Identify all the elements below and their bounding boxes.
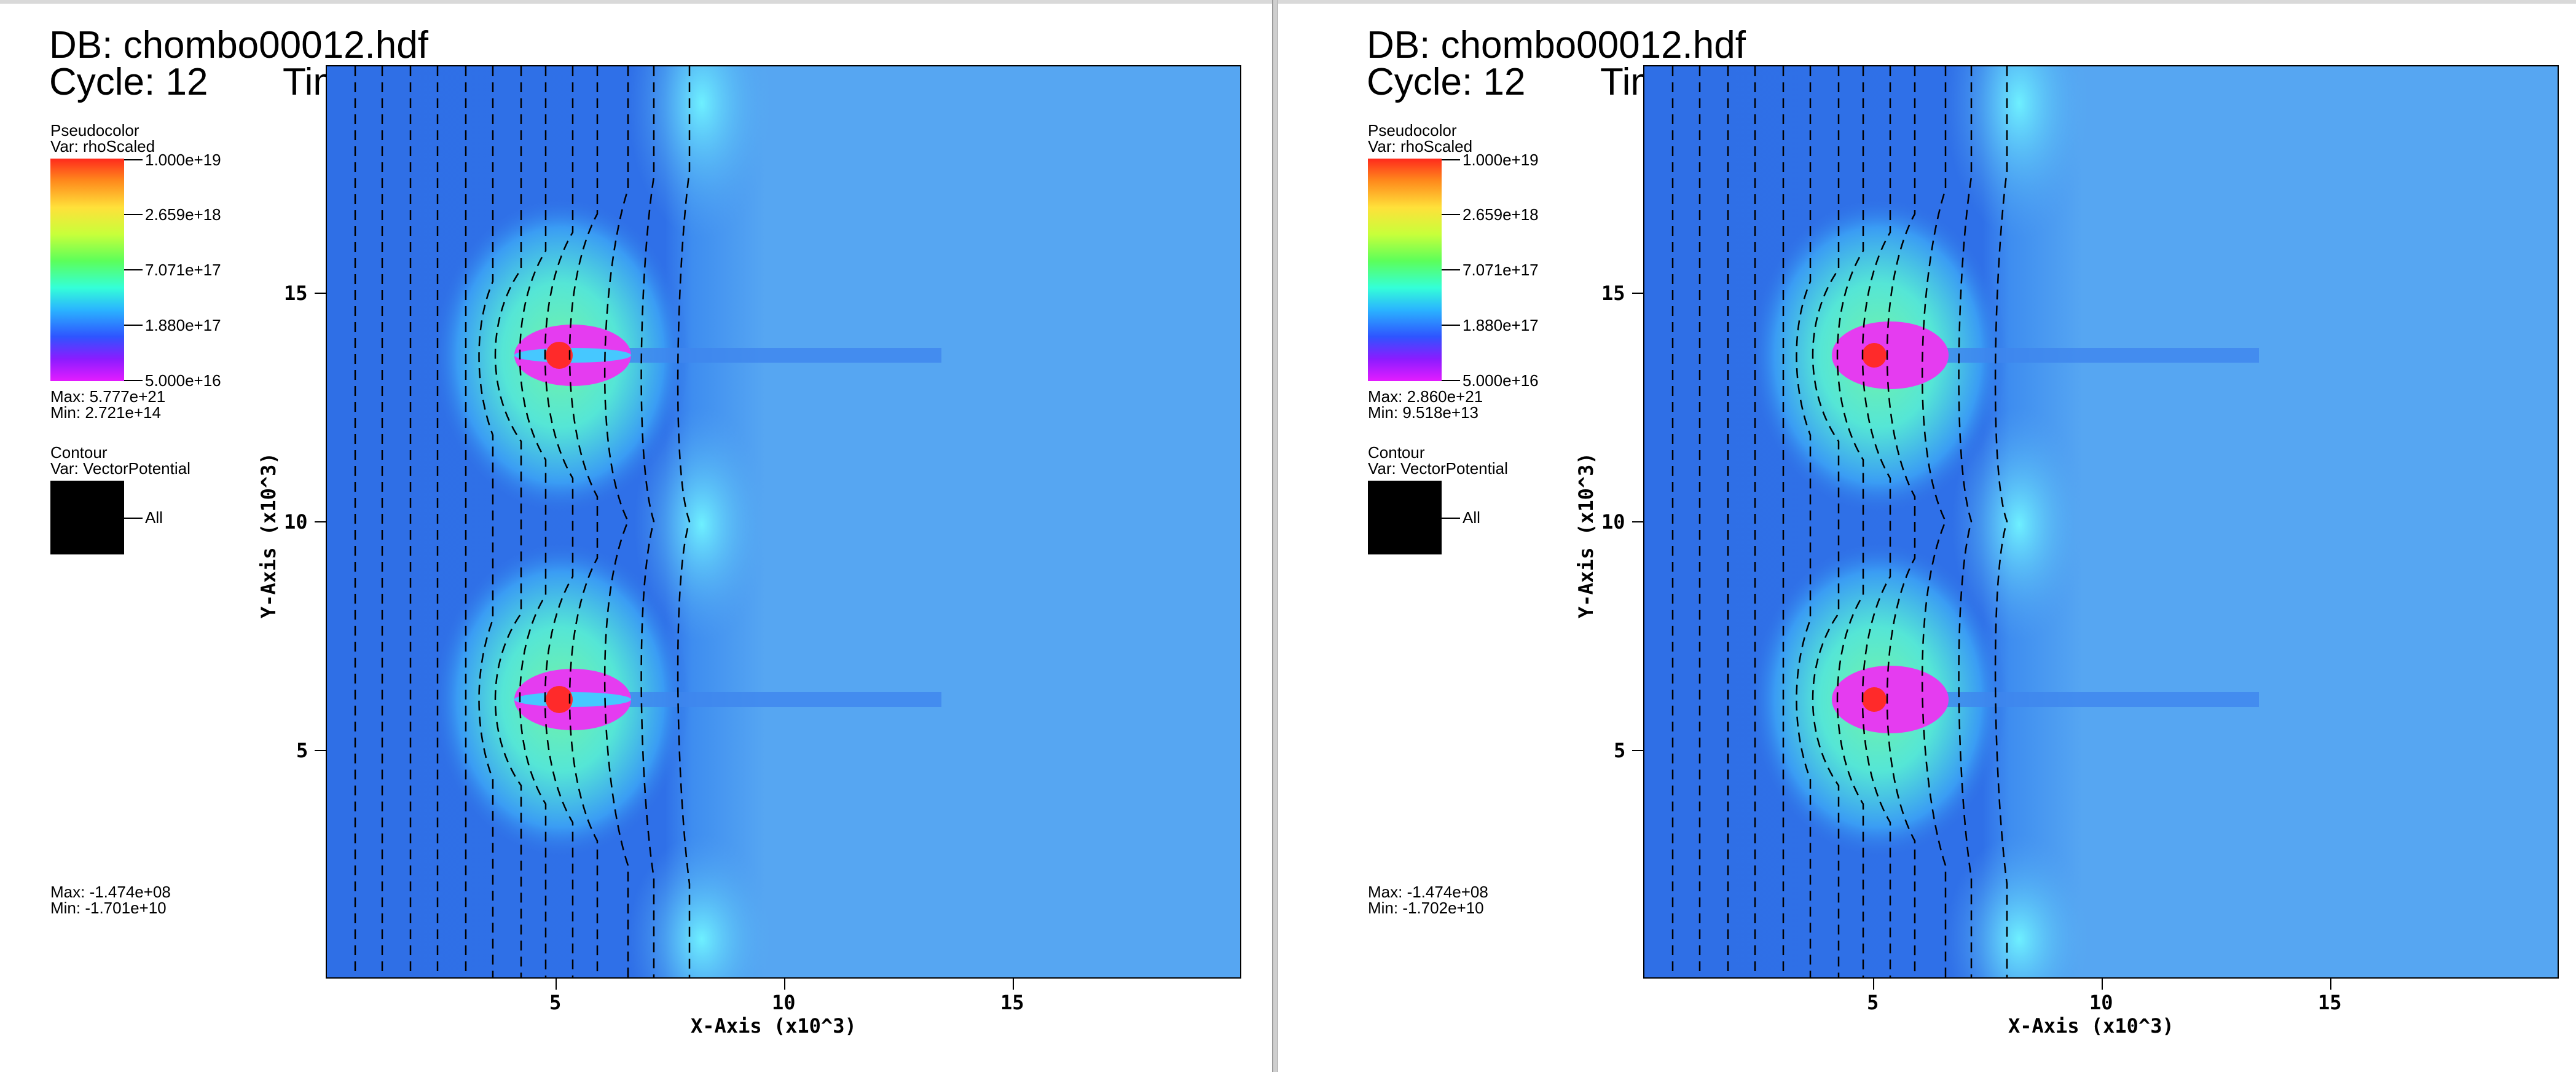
colorbar-tick <box>124 380 143 381</box>
x-axis-tick <box>2330 979 2331 990</box>
database-label: DB: chombo00012.hdf <box>49 24 428 66</box>
plot-area[interactable] <box>326 65 1241 979</box>
x-tick-label: 5 <box>1867 991 1879 1014</box>
x-axis-tick <box>784 979 785 990</box>
contour-legend-tick <box>1442 518 1460 519</box>
y-tick-label: 5 <box>1614 739 1626 762</box>
y-axis-tick <box>315 750 326 751</box>
colorbar-tick <box>1442 380 1460 381</box>
pseudocolor-field-plot <box>327 66 1240 977</box>
y-axis-tick <box>315 521 326 522</box>
colorbar-tick <box>124 159 143 160</box>
contour-var-label: Var: VectorPotential <box>1368 459 1508 478</box>
plot-area[interactable] <box>1643 65 2559 979</box>
colorbar-tick <box>1442 214 1460 215</box>
visualization-panel-left[interactable]: DB: chombo00012.hdf Cycle: 12 Time:9.6 P… <box>0 4 1272 1072</box>
colorbar-tick-label: 2.659e+18 <box>1463 205 1539 224</box>
colorbar-tick-label: 1.000e+19 <box>1463 151 1539 169</box>
colorbar-tick <box>124 269 143 270</box>
colorbar-tick-label: 7.071e+17 <box>145 261 221 279</box>
pseudocolor-legend-title: Pseudocolor <box>50 121 139 140</box>
pseudocolor-min: Min: 2.721e+14 <box>50 403 161 422</box>
y-axis-title: Y-Axis (x10^3) <box>1574 452 1598 618</box>
pseudocolor-max: Max: 5.777e+21 <box>50 387 166 406</box>
contour-var-label: Var: VectorPotential <box>50 459 190 478</box>
pseudocolor-legend-title: Pseudocolor <box>1368 121 1457 140</box>
contour-legend-swatch <box>50 481 124 554</box>
colorbar-tick-label: 7.071e+17 <box>1463 261 1539 279</box>
x-axis-tick <box>556 979 557 990</box>
x-axis-tick <box>1013 979 1014 990</box>
contour-legend-tick <box>124 518 143 519</box>
x-tick-label: 15 <box>2318 991 2342 1014</box>
y-axis-tick <box>315 293 326 294</box>
x-tick-label: 10 <box>2089 991 2113 1014</box>
window-top-bar <box>0 0 2576 4</box>
x-tick-label: 15 <box>1000 991 1024 1014</box>
colorbar-tick-label: 5.000e+16 <box>1463 371 1539 390</box>
contour-min: Min: -1.702e+10 <box>1368 899 1484 917</box>
contour-max: Max: -1.474e+08 <box>1368 883 1488 901</box>
y-tick-label: 15 <box>1601 282 1625 305</box>
colorbar-tick-label: 1.000e+19 <box>145 151 221 169</box>
pseudocolor-max: Max: 2.860e+21 <box>1368 387 1483 406</box>
y-tick-label: 10 <box>284 510 308 534</box>
colorbar-tick <box>1442 269 1460 270</box>
contour-legend-title: Contour <box>50 443 108 462</box>
colorbar-tick-label: 1.880e+17 <box>1463 316 1539 334</box>
contour-min: Min: -1.701e+10 <box>50 899 167 917</box>
colorbar-tick <box>124 214 143 215</box>
contour-legend-label: All <box>1463 508 1480 527</box>
colorbar-tick <box>124 325 143 326</box>
colorbar-tick <box>1442 159 1460 160</box>
cycle-label: Cycle: 12 <box>1367 61 1526 103</box>
contour-max: Max: -1.474e+08 <box>50 883 171 901</box>
pseudocolor-var-label: Var: rhoScaled <box>1368 137 1473 156</box>
x-tick-label: 10 <box>772 991 796 1014</box>
colorbar-tick-label: 1.880e+17 <box>145 316 221 334</box>
y-axis-tick <box>1632 750 1643 751</box>
visualization-panel-right[interactable]: DB: chombo00012.hdf Cycle: 12 Time:9.6 P… <box>1278 4 2576 1072</box>
contour-legend-swatch <box>1368 481 1442 554</box>
y-axis-tick <box>1632 293 1643 294</box>
x-axis-title: X-Axis (x10^3) <box>691 1014 857 1038</box>
cycle-label: Cycle: 12 <box>49 61 208 103</box>
x-axis-title: X-Axis (x10^3) <box>2008 1014 2174 1038</box>
colorbar-tick-label: 2.659e+18 <box>145 205 221 224</box>
contour-legend-title: Contour <box>1368 443 1425 462</box>
pseudocolor-var-label: Var: rhoScaled <box>50 137 155 156</box>
y-tick-label: 15 <box>284 282 308 305</box>
pseudocolor-colorbar <box>1368 159 1442 381</box>
x-axis-tick <box>1873 979 1874 990</box>
x-axis-tick <box>2102 979 2103 990</box>
pseudocolor-colorbar <box>50 159 124 381</box>
panel-divider[interactable] <box>1272 0 1278 1072</box>
y-tick-label: 5 <box>296 739 308 762</box>
pseudocolor-field-plot <box>1644 66 2558 977</box>
y-axis-title: Y-Axis (x10^3) <box>257 452 280 618</box>
pseudocolor-min: Min: 9.518e+13 <box>1368 403 1478 422</box>
colorbar-tick-label: 5.000e+16 <box>145 371 221 390</box>
colorbar-tick <box>1442 325 1460 326</box>
y-axis-tick <box>1632 521 1643 522</box>
y-tick-label: 10 <box>1601 510 1625 534</box>
contour-legend-label: All <box>145 508 163 527</box>
database-label: DB: chombo00012.hdf <box>1367 24 1746 66</box>
x-tick-label: 5 <box>549 991 562 1014</box>
